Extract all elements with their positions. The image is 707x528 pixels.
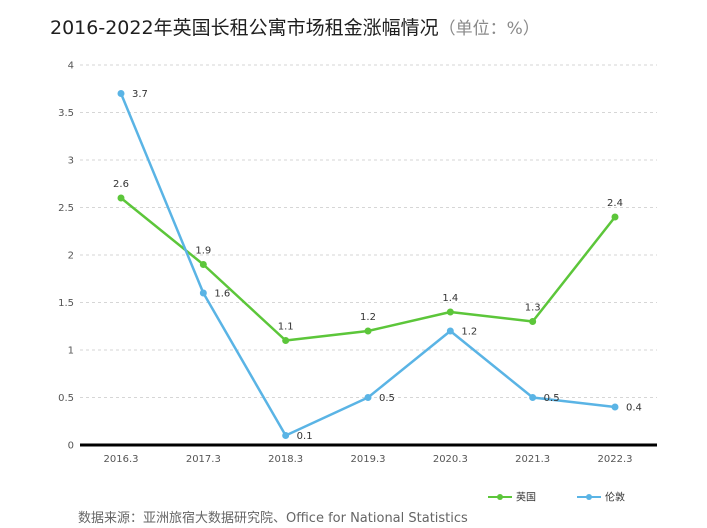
data-point: [611, 403, 619, 411]
x-tick-label: 2021.3: [515, 454, 550, 465]
data-point: [282, 432, 290, 439]
y-tick-label: 2: [68, 251, 74, 262]
data-label: 1.9: [195, 246, 211, 257]
data-label: 2.6: [113, 179, 129, 190]
x-tick-label: 2016.3: [104, 454, 139, 465]
data-label: 0.4: [626, 403, 642, 414]
y-tick-label: 0.5: [58, 393, 74, 404]
series-line-1: [119, 93, 616, 437]
legend-marker-1: [586, 494, 592, 500]
data-point: [199, 289, 207, 297]
legend-label-0: 英国: [516, 491, 536, 504]
x-tick-label: 2018.3: [268, 454, 303, 465]
data-point: [446, 327, 454, 335]
data-label: 1.2: [360, 312, 376, 323]
y-tick-label: 4: [68, 61, 74, 72]
data-point: [611, 213, 619, 221]
data-point: [117, 90, 125, 97]
data-label: 1.6: [214, 289, 230, 300]
legend-marker-0: [497, 494, 503, 500]
data-point: [529, 318, 537, 325]
data-label: 1.2: [461, 327, 477, 338]
legend-label-1: 伦敦: [605, 491, 625, 504]
data-point: [199, 261, 207, 268]
data-label: 1.1: [278, 322, 294, 333]
x-tick-label: 2022.3: [598, 454, 633, 465]
data-point: [364, 394, 372, 401]
data-label: 0.5: [544, 393, 560, 404]
data-point: [282, 337, 290, 344]
y-tick-label: 1: [68, 346, 74, 357]
data-point: [446, 308, 454, 316]
data-label: 3.7: [132, 89, 148, 100]
data-label: 1.4: [442, 293, 458, 304]
y-tick-label: 3: [68, 156, 74, 167]
x-tick-label: 2019.3: [351, 454, 386, 465]
y-tick-label: 0: [68, 441, 74, 452]
y-tick-label: 3.5: [58, 108, 74, 119]
x-tick-label: 2017.3: [186, 454, 221, 465]
x-tick-label: 2020.3: [433, 454, 468, 465]
data-label: 1.3: [525, 303, 541, 314]
y-tick-label: 2.5: [58, 203, 74, 214]
data-label: 0.5: [379, 393, 395, 404]
data-label: 0.1: [297, 431, 313, 442]
y-tick-label: 1.5: [58, 298, 74, 309]
data-point: [117, 194, 125, 202]
chart-title: 2016-2022年英国长租公寓市场租金涨幅情况（单位：%）: [50, 13, 540, 40]
data-point: [364, 327, 372, 335]
data-source-note: 数据来源：亚洲旅宿大数据研究院、Office for National Stat…: [78, 511, 468, 526]
data-label: 2.4: [607, 198, 623, 209]
data-point: [529, 394, 537, 401]
chart-unit-label: （单位：%）: [438, 19, 540, 39]
chart-title-text: 2016-2022年英国长租公寓市场租金涨幅情况: [50, 17, 439, 39]
